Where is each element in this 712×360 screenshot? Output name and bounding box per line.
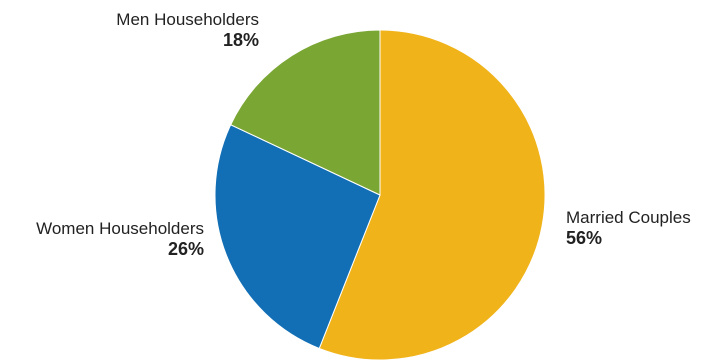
pie-slice-married-couples: [318, 29, 546, 360]
slice-label-women-householders: Women Householders 26%: [8, 219, 204, 261]
slice-value-married-couples: 56%: [566, 228, 603, 249]
slice-name-men-householders: Men Householders: [116, 10, 259, 29]
slice-value-women-householders: 26%: [167, 239, 204, 260]
slice-name-women-householders: Women Householders: [36, 219, 204, 238]
pie-slices: [214, 29, 546, 360]
slice-label-married-couples: Married Couples 56%: [566, 208, 691, 250]
slice-name-married-couples: Married Couples: [566, 208, 691, 227]
pie-slice-men-householders: [230, 29, 381, 196]
slice-value-men-householders: 18%: [222, 30, 259, 51]
slice-label-men-householders: Men Householders 18%: [95, 10, 259, 52]
pie-slice-women-householders: [214, 124, 381, 350]
